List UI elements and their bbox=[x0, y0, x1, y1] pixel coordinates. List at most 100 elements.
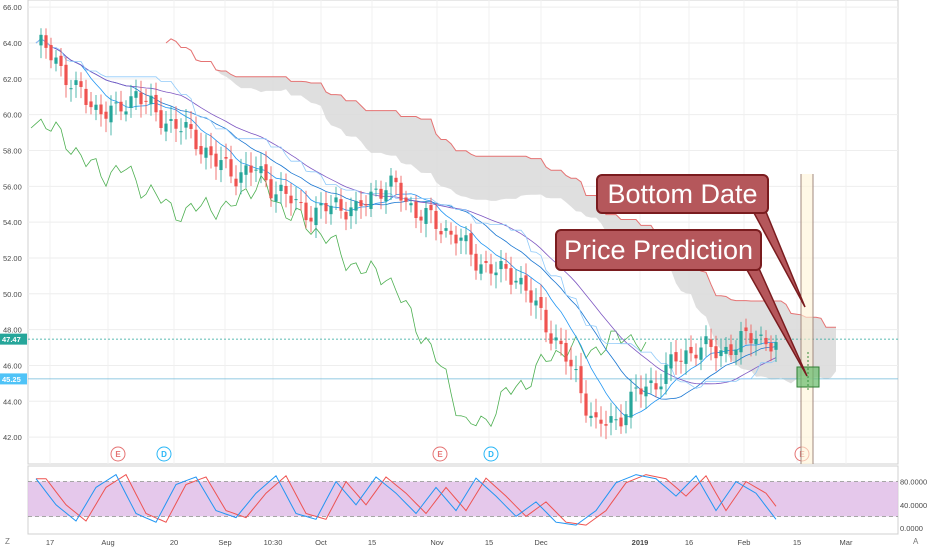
earnings-marker[interactable]: E bbox=[432, 446, 448, 462]
price-tick-label: 64.00 bbox=[3, 39, 22, 48]
time-tick-label: Sep bbox=[218, 538, 231, 547]
candle-body bbox=[284, 185, 288, 194]
candle-body bbox=[544, 309, 548, 333]
callout-price-prediction[interactable]: Price Prediction bbox=[555, 229, 808, 377]
candle-body bbox=[744, 327, 748, 332]
candle-body bbox=[134, 91, 138, 98]
candle-body bbox=[109, 105, 113, 123]
candle-body bbox=[554, 337, 558, 341]
candle-body bbox=[64, 64, 68, 86]
candle-body bbox=[529, 290, 533, 303]
candle-body bbox=[339, 199, 343, 211]
candle-body bbox=[464, 235, 468, 242]
candle-body bbox=[274, 194, 278, 202]
earnings-marker[interactable]: E bbox=[110, 446, 126, 462]
callout-bottom-date[interactable]: Bottom Date bbox=[596, 174, 806, 308]
price-tag-low: 45.25 bbox=[0, 373, 27, 385]
candle-body bbox=[84, 88, 88, 105]
candle-body bbox=[674, 352, 678, 362]
candle-body bbox=[629, 391, 633, 418]
candle-body bbox=[589, 415, 593, 419]
candle-body bbox=[224, 157, 228, 159]
event-circle bbox=[432, 446, 448, 462]
price-level-lines bbox=[28, 338, 898, 380]
price-tick-label: 66.00 bbox=[3, 3, 22, 12]
candle-body bbox=[539, 297, 543, 308]
candle-body bbox=[474, 253, 478, 271]
lagging-span-line bbox=[30, 118, 647, 428]
candle-body bbox=[424, 208, 428, 224]
callout-box bbox=[596, 174, 769, 214]
candle-body bbox=[89, 101, 93, 108]
price-tick-label: 52.00 bbox=[3, 254, 22, 263]
candle-body bbox=[489, 264, 493, 274]
candles bbox=[39, 28, 778, 440]
candle-body bbox=[279, 184, 283, 192]
event-label: E bbox=[115, 450, 121, 459]
candle-body bbox=[579, 366, 583, 394]
candle-body bbox=[204, 147, 208, 158]
candle-body bbox=[769, 342, 773, 352]
candle-body bbox=[164, 123, 168, 132]
candle-body bbox=[54, 57, 58, 64]
event-circle bbox=[110, 446, 126, 462]
price-tick-label: 58.00 bbox=[3, 146, 22, 155]
candle-body bbox=[559, 340, 563, 345]
candle-body bbox=[364, 204, 368, 206]
time-tick-label: 15 bbox=[368, 538, 376, 547]
price-axis[interactable]: 66.00 64.00 62.00 60.00 58.00 56.00 54.00 52.00… bbox=[0, 3, 927, 533]
candle-body bbox=[739, 331, 743, 353]
candle-body bbox=[494, 272, 498, 276]
main-pane-frame bbox=[27, 0, 899, 465]
candle-body bbox=[264, 164, 268, 181]
candle-body bbox=[564, 342, 568, 362]
oscillator-tick-label: 0.0000 bbox=[900, 524, 923, 533]
candle-body bbox=[504, 264, 508, 269]
candle-body bbox=[314, 207, 318, 226]
candle-body bbox=[669, 354, 673, 369]
price-tick-label: 44.00 bbox=[3, 397, 22, 406]
candle-body bbox=[704, 336, 708, 345]
time-tick-label: 16 bbox=[685, 538, 693, 547]
candle-body bbox=[309, 217, 313, 222]
candle-body bbox=[394, 177, 398, 183]
candle-body bbox=[454, 234, 458, 244]
candle-body bbox=[149, 95, 153, 105]
corner-label-left: Z bbox=[5, 537, 10, 546]
candle-body bbox=[509, 268, 513, 285]
candle-body bbox=[729, 344, 733, 356]
candle-body bbox=[449, 230, 453, 235]
candle-body bbox=[239, 172, 243, 183]
stochastic-panel bbox=[28, 473, 898, 526]
time-axis[interactable]: 17 Aug 20 Sep 10:30 Oct 15 Nov 15 Dec 2019 16 Feb 15 M… bbox=[46, 538, 853, 547]
dividend-marker[interactable]: D bbox=[483, 446, 499, 462]
leading-span-b-line bbox=[165, 38, 836, 328]
candle-body bbox=[324, 203, 328, 212]
candle-body bbox=[74, 80, 78, 85]
candle-body bbox=[354, 201, 358, 211]
candle-body bbox=[429, 204, 433, 211]
candle-body bbox=[594, 412, 598, 418]
time-tick-label: 15 bbox=[793, 538, 801, 547]
stochastic-d-line bbox=[36, 473, 777, 526]
time-tick-label: 20 bbox=[170, 538, 178, 547]
candle-body bbox=[409, 203, 413, 206]
candle-body bbox=[369, 191, 373, 209]
candle-body bbox=[384, 190, 388, 202]
event-markers[interactable]: EDEDE bbox=[110, 446, 810, 462]
event-circle bbox=[156, 446, 172, 462]
time-tick-label: Nov bbox=[430, 538, 444, 547]
annotations[interactable]: Bottom Date Price Prediction bbox=[555, 174, 820, 464]
candle-body bbox=[399, 182, 403, 201]
candle-body bbox=[719, 350, 723, 357]
candle-body bbox=[319, 203, 323, 206]
candle-body bbox=[99, 104, 103, 115]
dividend-marker[interactable]: D bbox=[156, 446, 172, 462]
candle-body bbox=[479, 264, 483, 274]
time-tick-label: 10:30 bbox=[264, 538, 283, 547]
price-tick-label: 42.00 bbox=[3, 433, 22, 442]
corner-label-right[interactable]: A bbox=[913, 537, 919, 546]
candle-body bbox=[249, 165, 253, 173]
price-tick-label: 54.00 bbox=[3, 218, 22, 227]
